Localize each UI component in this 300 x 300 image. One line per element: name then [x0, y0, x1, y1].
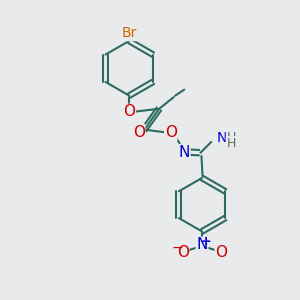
- Text: N: N: [217, 131, 227, 146]
- Text: H: H: [226, 137, 236, 150]
- Text: +: +: [201, 235, 211, 248]
- Text: O: O: [123, 104, 135, 119]
- Text: O: O: [177, 245, 189, 260]
- Text: Br: Br: [122, 26, 137, 40]
- Text: H: H: [226, 131, 236, 144]
- Text: O: O: [165, 125, 177, 140]
- Text: O: O: [133, 125, 145, 140]
- Text: N: N: [196, 237, 208, 252]
- Text: O: O: [215, 245, 227, 260]
- Text: N: N: [178, 145, 190, 160]
- Text: −: −: [172, 241, 183, 255]
